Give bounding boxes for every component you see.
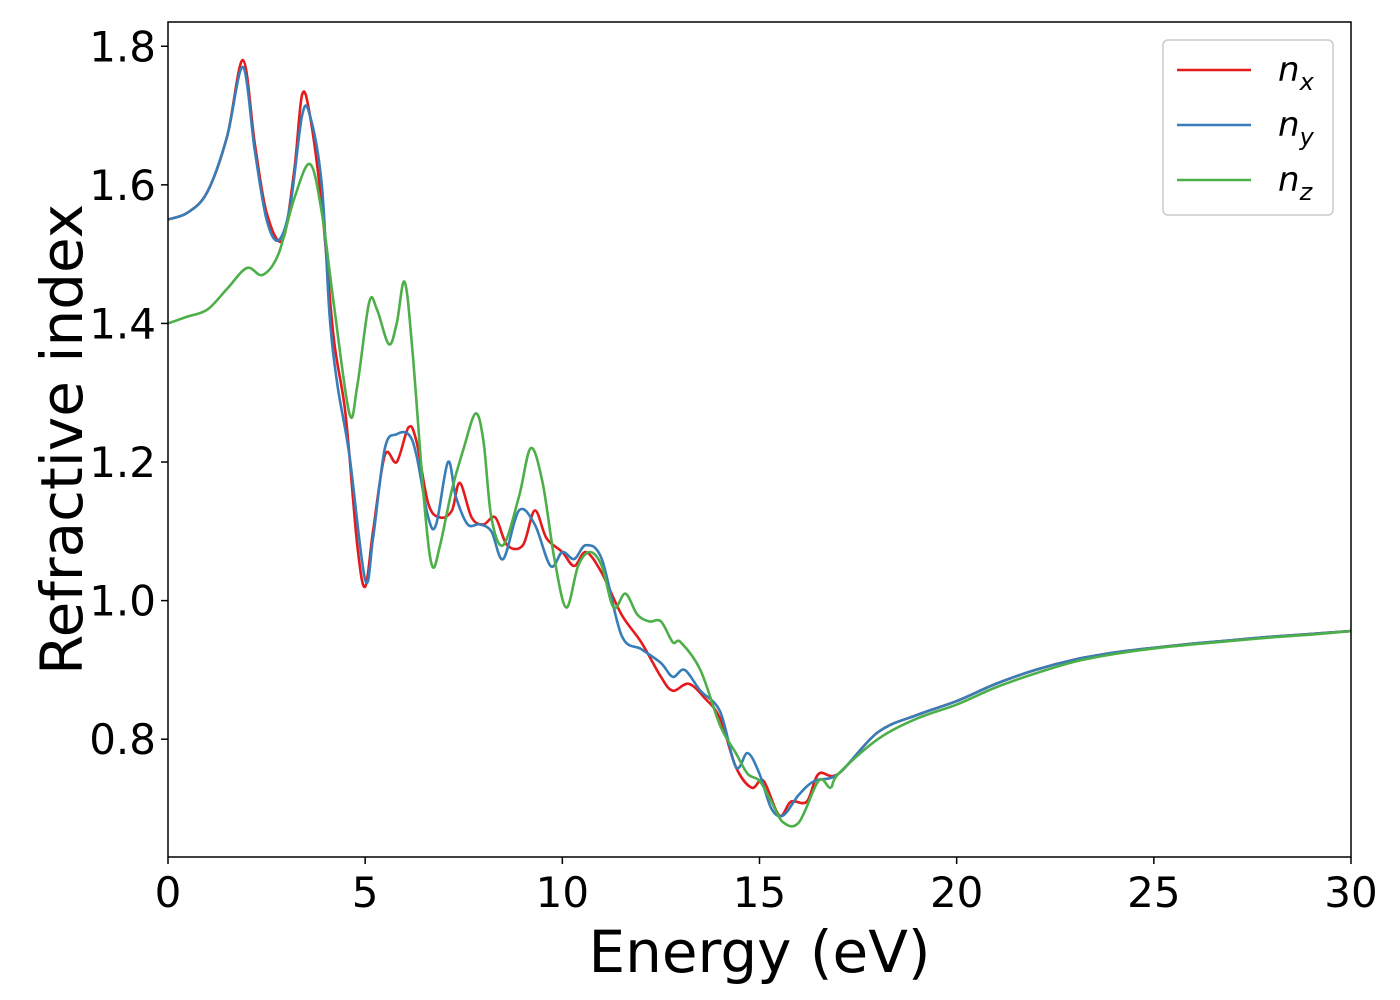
legend-box <box>1162 39 1334 216</box>
series-line-n-y <box>167 65 1352 818</box>
x-axis-title: Energy (eV) <box>588 918 930 986</box>
legend-label-subscript: z <box>1299 178 1314 206</box>
legend-label-base: n <box>1278 105 1300 145</box>
x-tick-label: 5 <box>352 868 379 917</box>
y-tick-label: 1.2 <box>89 438 156 487</box>
x-tick-label: 10 <box>536 868 589 917</box>
y-axis-ticks: 0.8 1.0 1.2 1.4 1.6 1.8 <box>89 22 168 764</box>
y-tick-label: 1.6 <box>89 161 156 210</box>
y-tick-label: 1.0 <box>89 577 156 626</box>
x-tick-label: 20 <box>930 868 983 917</box>
x-tick-label: 25 <box>1127 868 1180 917</box>
x-axis-ticks: 0 5 10 15 20 25 30 <box>155 857 1378 917</box>
x-tick-label: 0 <box>155 868 182 917</box>
y-tick-label: 1.4 <box>89 299 156 348</box>
y-axis-title: Refractive index <box>28 204 96 675</box>
legend-label-base: n <box>1278 50 1300 90</box>
x-tick-label: 30 <box>1324 868 1377 917</box>
legend-label-base: n <box>1278 160 1300 200</box>
y-tick-label: 1.8 <box>89 22 156 71</box>
legend-label-subscript: y <box>1299 123 1315 151</box>
series-line-n-z <box>167 162 1352 828</box>
legend-label: nz <box>1278 160 1314 206</box>
x-tick-label: 15 <box>733 868 786 917</box>
legend-label-subscript: x <box>1299 68 1315 96</box>
legend-label: ny <box>1278 105 1315 151</box>
y-tick-label: 0.8 <box>89 715 156 764</box>
series-layer <box>167 58 1352 828</box>
legend-label: nx <box>1278 50 1315 96</box>
